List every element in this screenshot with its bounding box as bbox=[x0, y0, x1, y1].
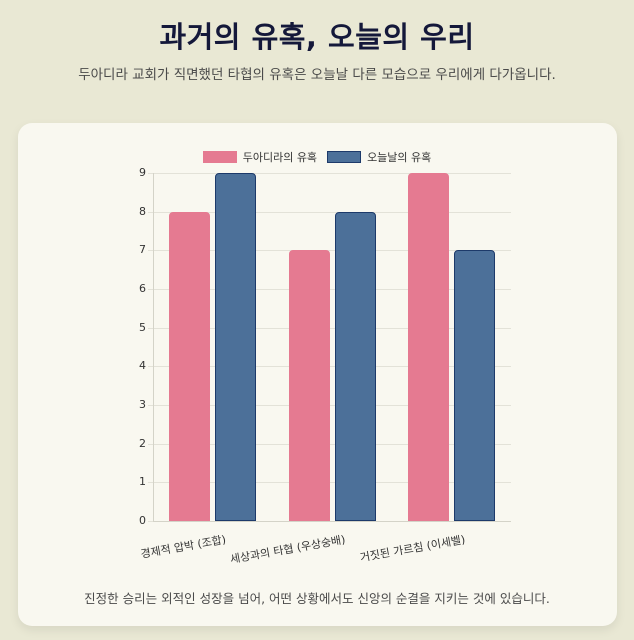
page-subtitle: 두아디라 교회가 직면했던 타협의 유혹은 오늘날 다른 모습으로 우리에게 다… bbox=[78, 67, 556, 83]
y-gridline bbox=[148, 405, 511, 406]
y-gridline bbox=[148, 211, 511, 213]
y-tick-label: 3 bbox=[139, 398, 146, 411]
legend-swatch-series1 bbox=[202, 151, 237, 163]
legend-label-series2: 오늘날의 유혹 bbox=[367, 151, 432, 164]
y-tick-label: 4 bbox=[139, 359, 146, 373]
y-gridline bbox=[148, 250, 511, 252]
bar-series1-cat2[interactable] bbox=[288, 250, 330, 521]
y-tick-label: 9 bbox=[139, 166, 146, 179]
y-tick-label: 0 bbox=[139, 514, 146, 527]
y-tick-label: 5 bbox=[139, 320, 146, 334]
bar-series2-cat2[interactable] bbox=[334, 211, 376, 521]
y-tick-label: 1 bbox=[139, 475, 146, 489]
y-tick-label: 6 bbox=[139, 282, 146, 295]
y-tick-label: 8 bbox=[139, 204, 146, 218]
page-title: 과거의 유혹, 오늘의 우리 bbox=[159, 20, 475, 54]
y-axis-line bbox=[153, 173, 154, 521]
bar-series2-cat1[interactable] bbox=[215, 173, 257, 521]
x-axis-line bbox=[153, 521, 511, 522]
legend-swatch-series2 bbox=[327, 151, 362, 163]
y-gridline bbox=[148, 289, 511, 290]
bar-series1-cat3[interactable] bbox=[407, 173, 449, 521]
y-gridline bbox=[148, 366, 511, 368]
legend-item-series2[interactable]: 오늘날의 유혹 bbox=[327, 149, 431, 165]
y-gridline bbox=[148, 443, 511, 445]
legend-item-series1[interactable]: 두아디라의 유혹 bbox=[202, 149, 318, 165]
y-tick-label: 7 bbox=[139, 243, 146, 257]
y-gridline bbox=[148, 173, 511, 174]
y-gridline bbox=[148, 327, 511, 329]
chart-legend: 두아디라의 유혹 오늘날의 유혹 bbox=[0, 149, 634, 165]
y-tick-label: 2 bbox=[139, 436, 146, 450]
bar-series1-cat1[interactable] bbox=[169, 211, 211, 521]
bar-series2-cat3[interactable] bbox=[453, 250, 495, 521]
footer-message: 진정한 승리는 외적인 성장을 넘어, 어떤 상황에서도 신앙의 순결을 지키는… bbox=[84, 591, 550, 606]
legend-label-series1: 두아디라의 유혹 bbox=[242, 151, 318, 164]
y-gridline bbox=[148, 482, 511, 484]
